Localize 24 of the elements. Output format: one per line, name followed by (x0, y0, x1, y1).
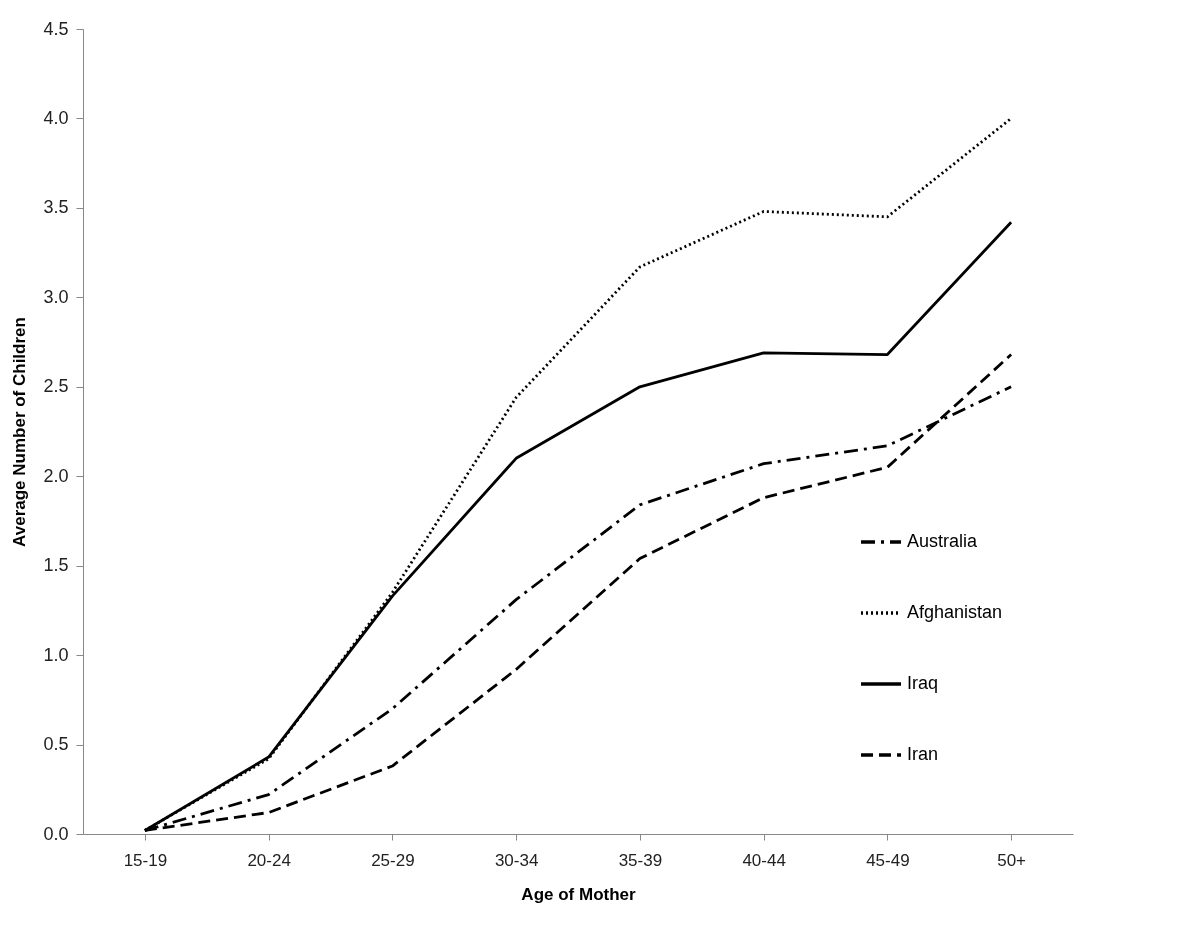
y-tick-label: 3.0 (43, 286, 69, 307)
y-axis-title: Average Number of Children (10, 317, 30, 547)
x-tick-label: 50+ (997, 850, 1027, 870)
y-tick-label: 4.0 (43, 107, 69, 128)
x-tick-label: 15-19 (123, 850, 168, 870)
legend-label: Iran (907, 744, 939, 764)
y-tick-label: 2.5 (43, 376, 69, 397)
y-tick-label: 1.0 (43, 644, 69, 665)
y-tick-label: 1.5 (43, 555, 69, 576)
legend-label: Afghanistan (907, 602, 1003, 622)
y-tick-label: 3.5 (43, 197, 69, 218)
x-tick-label: 25-29 (371, 850, 415, 870)
y-tick-label: 0.0 (43, 823, 69, 844)
legend-label: Iraq (907, 673, 939, 693)
y-tick-label: 4.5 (43, 18, 69, 39)
x-tick-label: 30-34 (494, 850, 539, 870)
x-tick-label: 20-24 (247, 850, 291, 870)
x-axis-title: Age of Mother (521, 884, 637, 904)
y-tick-label: 2.0 (43, 465, 69, 486)
x-tick-label: 45-49 (866, 850, 910, 870)
x-tick-label: 40-44 (742, 850, 786, 870)
x-tick-label: 35-39 (618, 850, 663, 870)
y-tick-label: 0.5 (43, 734, 69, 755)
legend-label: Australia (907, 531, 979, 551)
